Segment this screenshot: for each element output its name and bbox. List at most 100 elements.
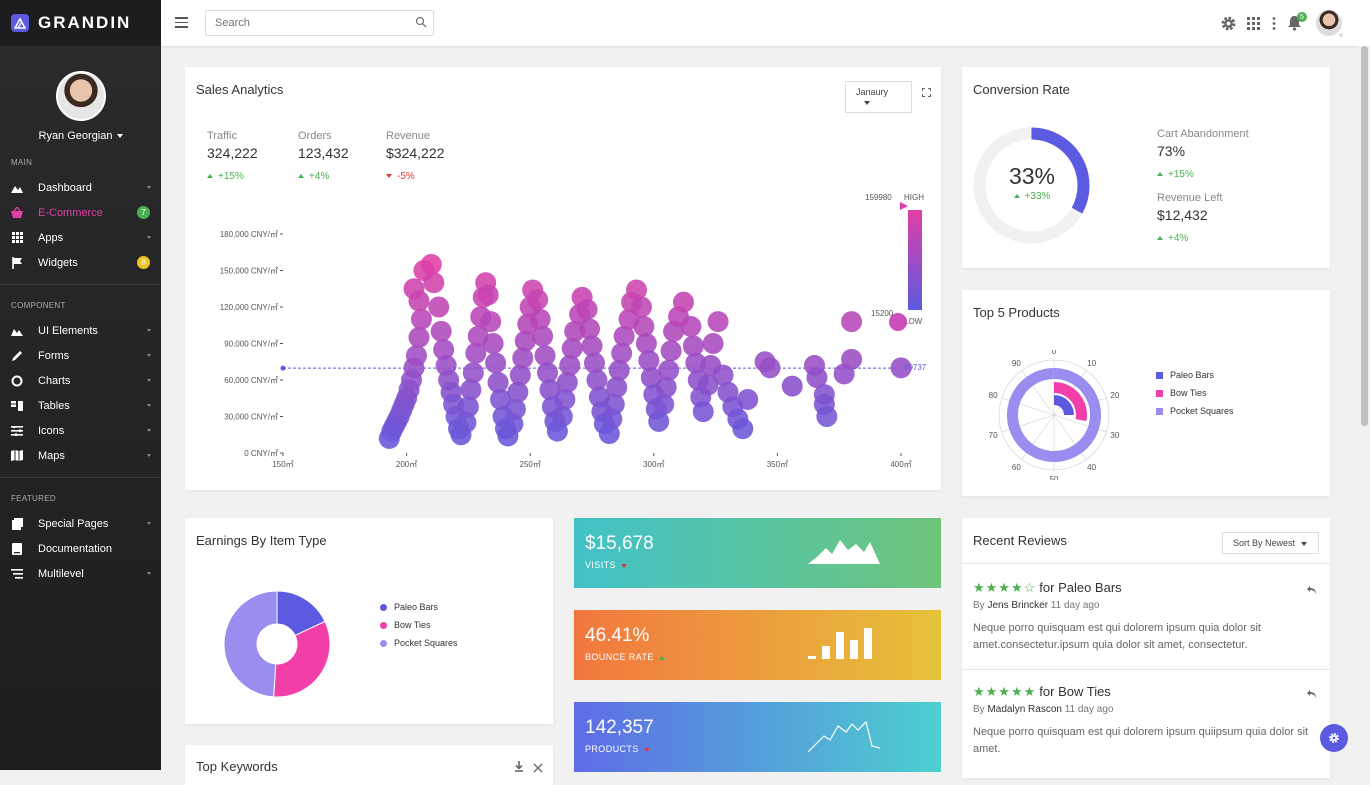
scatter-point[interactable]	[527, 289, 549, 311]
legend-item[interactable]: Paleo Bars	[1156, 370, 1234, 380]
scatter-point[interactable]	[648, 410, 670, 432]
scatter-point[interactable]	[613, 325, 635, 347]
scatter-point[interactable]	[514, 330, 536, 352]
scatter-point[interactable]	[603, 393, 625, 415]
month-dropdown[interactable]: Janaury	[845, 81, 912, 113]
scatter-point[interactable]	[583, 352, 605, 374]
search-icon[interactable]	[415, 16, 427, 28]
scatter-point[interactable]	[477, 284, 499, 306]
scatter-point[interactable]	[485, 352, 507, 374]
scatter-point[interactable]	[537, 362, 559, 384]
scatter-point[interactable]	[408, 326, 430, 348]
scatter-point[interactable]	[638, 350, 660, 372]
scatter-point[interactable]	[554, 388, 576, 410]
review-author[interactable]: Madalyn Rascon	[987, 704, 1062, 715]
scatter-point[interactable]	[579, 318, 601, 340]
legend-item[interactable]: Pocket Squares	[380, 638, 458, 648]
sidebar-item-maps[interactable]: Maps	[0, 443, 161, 468]
legend-item[interactable]: Paleo Bars	[380, 602, 458, 612]
scatter-point[interactable]	[420, 253, 442, 275]
scatter-point[interactable]	[465, 342, 487, 364]
scatter-point[interactable]	[672, 291, 694, 313]
visual-map-handle-low[interactable]	[889, 313, 907, 331]
scatter-point[interactable]	[509, 364, 531, 386]
scatter-point[interactable]	[556, 371, 578, 393]
scatter-point[interactable]	[576, 298, 598, 320]
scatter-point[interactable]	[480, 311, 502, 333]
download-icon[interactable]	[514, 759, 524, 777]
scatter-point[interactable]	[655, 376, 677, 398]
sidebar-item-documentation[interactable]: Documentation	[0, 536, 161, 561]
scatter-point[interactable]	[707, 311, 729, 333]
polar-bar[interactable]	[1054, 382, 1087, 422]
scatter-point[interactable]	[455, 412, 477, 434]
reply-icon[interactable]	[1307, 685, 1316, 703]
scatter-point[interactable]	[682, 335, 704, 357]
scatter-point[interactable]	[635, 333, 657, 354]
close-icon[interactable]	[533, 760, 543, 778]
reply-icon[interactable]	[1307, 581, 1316, 599]
menu-icon[interactable]	[175, 17, 188, 31]
scatter-point[interactable]	[625, 279, 647, 301]
sidebar-item-e-commerce[interactable]: E-Commerce 7	[0, 200, 161, 225]
scatter-point[interactable]	[403, 278, 425, 300]
scatter-point[interactable]	[410, 308, 432, 330]
apps-grid-icon[interactable]	[1247, 17, 1260, 35]
scatter-point[interactable]	[611, 342, 633, 364]
scatter-point[interactable]	[462, 362, 484, 384]
sidebar-item-multilevel[interactable]: Multilevel	[0, 561, 161, 586]
legend-item[interactable]: Bow Ties	[380, 620, 458, 630]
scatter-point[interactable]	[640, 367, 662, 389]
review-author[interactable]: Jens Brincker	[987, 600, 1049, 611]
sidebar-item-charts[interactable]: Charts	[0, 368, 161, 393]
brand[interactable]: GRANDIN	[0, 0, 161, 46]
scatter-point[interactable]	[737, 388, 759, 410]
sidebar-item-apps[interactable]: Apps	[0, 225, 161, 250]
scatter-point[interactable]	[423, 272, 445, 294]
scatter-point[interactable]	[559, 354, 581, 376]
sales-scatter-chart[interactable]: 0 CNY/㎡ 30,000 CNY/㎡ 60,000 CNY/㎡ 90,000 CN…	[185, 177, 941, 477]
sidebar-item-widgets[interactable]: Widgets 8	[0, 250, 161, 275]
user-avatar[interactable]	[1316, 10, 1342, 36]
scatter-point[interactable]	[457, 396, 479, 418]
scatter-point[interactable]	[630, 296, 652, 318]
legend-item[interactable]: Pocket Squares	[1156, 406, 1234, 416]
settings-fab[interactable]	[1320, 724, 1348, 752]
scatter-point[interactable]	[586, 369, 608, 391]
donut-slice[interactable]	[223, 590, 278, 698]
scatter-point[interactable]	[428, 296, 450, 318]
kpi-card-visits[interactable]: $15,678 VISITS	[574, 518, 941, 588]
scatter-point[interactable]	[841, 348, 863, 370]
scatter-point[interactable]	[841, 311, 863, 333]
scatter-point[interactable]	[581, 335, 603, 357]
scatter-point[interactable]	[653, 393, 675, 415]
scatter-point[interactable]	[490, 388, 512, 410]
scatter-point[interactable]	[660, 340, 682, 362]
scatter-point[interactable]	[702, 333, 724, 354]
donut-slice[interactable]	[273, 620, 331, 698]
polar-bar[interactable]	[1054, 395, 1074, 415]
kpi-card-products[interactable]: 142,357 PRODUCTS	[574, 702, 941, 772]
visual-map-handle-high[interactable]	[900, 202, 908, 210]
scatter-point[interactable]	[816, 406, 838, 427]
scatter-point[interactable]	[806, 367, 828, 389]
scatter-point[interactable]	[680, 315, 702, 337]
scrollbar-thumb[interactable]	[1361, 46, 1368, 426]
sidebar-item-dashboard[interactable]: Dashboard	[0, 175, 161, 200]
earnings-donut-chart[interactable]	[223, 590, 331, 698]
scatter-point[interactable]	[561, 337, 583, 359]
scatter-point[interactable]	[608, 359, 630, 381]
scatter-point[interactable]	[430, 320, 452, 342]
more-vertical-icon[interactable]	[1272, 17, 1276, 35]
scatter-point[interactable]	[712, 364, 734, 386]
scatter-point[interactable]	[534, 345, 556, 367]
scatter-point[interactable]	[482, 333, 504, 354]
scatter-point[interactable]	[539, 379, 561, 401]
scatter-point[interactable]	[633, 315, 655, 337]
visual-map-bar[interactable]	[908, 210, 922, 310]
scatter-point[interactable]	[507, 381, 529, 403]
profile-name[interactable]: Ryan Georgian	[0, 130, 161, 142]
review-title[interactable]: for Paleo Bars	[1039, 580, 1122, 595]
scatter-point[interactable]	[697, 374, 719, 396]
sidebar-item-special-pages[interactable]: Special Pages	[0, 511, 161, 536]
